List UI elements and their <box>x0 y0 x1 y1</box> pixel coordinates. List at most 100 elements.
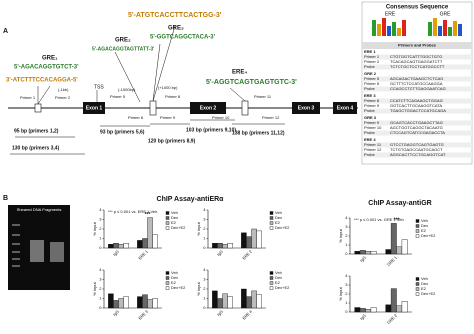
bar <box>390 223 397 255</box>
annotation: *** p ≤ 0.001 vs. ERE 1 Veh <box>108 209 157 214</box>
table-cell: Primer 9 <box>364 120 380 125</box>
bar <box>108 243 114 249</box>
legend-swatch <box>269 211 274 215</box>
bar <box>142 238 148 249</box>
element-label: GRE₂ <box>115 38 131 44</box>
exon-label: Exon 2 <box>200 105 217 111</box>
bar <box>354 251 361 255</box>
size-label: 138 bp (primers 11,12) <box>232 130 285 136</box>
y-tick-label: 2 <box>345 233 348 238</box>
legend-swatch <box>165 276 170 280</box>
bar <box>152 234 158 249</box>
table-group: ERE 1 <box>364 49 376 54</box>
table-group: ERE 3 <box>364 93 376 98</box>
bar <box>359 250 366 255</box>
table-cell: TCACAGCAGTGAGGATCTT <box>390 59 443 64</box>
legend-swatch <box>415 292 420 296</box>
size-label: 120 bp (primers 8,9) <box>148 138 196 144</box>
size-label: 93 bp (primers 5,6) <box>100 129 145 135</box>
annotation: *** p ≤ 0.001 vs. GRE 1 Veh <box>354 217 404 222</box>
bar <box>256 294 262 309</box>
legend-swatch <box>269 281 274 285</box>
sequence-logo <box>372 18 462 36</box>
exon-label: Exon 1 <box>86 105 103 111</box>
legend-label: Dex <box>171 215 178 220</box>
position-label: (-1kb) <box>58 87 69 92</box>
table-header: Primers and Probes <box>398 43 437 48</box>
y-tick-label: 2 <box>345 291 348 296</box>
bar <box>251 290 257 309</box>
bar <box>108 293 114 309</box>
y-axis-label: % Input <box>92 221 97 235</box>
table-cell: Primer 9 <box>364 103 380 108</box>
primer-label: Primer 8 <box>165 94 181 99</box>
exon-label: Exon 4 <box>337 105 354 111</box>
x-tick-label: IgG <box>112 249 120 257</box>
table-row-bg <box>362 108 472 114</box>
bar <box>222 293 228 309</box>
bar <box>147 217 153 249</box>
legend-label: Dex+E2 <box>421 233 436 238</box>
y-tick-label: 1 <box>99 296 102 301</box>
sequence: 5'-AGACAGGTGTCT-3' <box>14 65 79 71</box>
panel-label: B <box>3 195 8 202</box>
table-row-bg <box>362 152 472 158</box>
table-group: GRE 2 <box>364 71 377 76</box>
y-tick-label: 0 <box>99 245 102 250</box>
panel-title: ChIP Assay-antiERα <box>157 196 225 203</box>
element-box <box>241 100 249 116</box>
bar <box>370 307 377 313</box>
y-axis-label: % Input <box>196 281 201 295</box>
position-label: (-1000bp) <box>118 87 136 92</box>
bar <box>113 300 119 309</box>
table-cell: CCATCTTCAGAAGCTGGAG <box>390 98 443 103</box>
exon-box <box>333 102 357 114</box>
y-tick-label: 4 <box>99 207 102 212</box>
legend-label: Dex <box>171 275 178 280</box>
table-row-bg <box>362 98 472 104</box>
legend-swatch <box>269 221 274 225</box>
table-header-bg <box>362 42 472 49</box>
legend-label: Dex <box>421 281 428 286</box>
table-cell: TGAGCTGGACTCCATGCAGA <box>390 108 446 113</box>
x-tick-label: IgG <box>359 313 367 321</box>
sequence: 5'-AGACAGGTAGTTATT-3' <box>92 46 154 52</box>
table-row-bg <box>362 64 472 70</box>
exon-box <box>292 102 320 114</box>
x-tick-label: IgG <box>216 309 224 317</box>
y-tick-label: 3 <box>99 217 102 222</box>
table-group: GRE 3 <box>364 115 377 120</box>
legend-label: Dex+E2 <box>275 225 290 230</box>
exon-box <box>83 102 105 114</box>
legend-label: Dex+E2 <box>171 285 186 290</box>
gel-smear <box>50 242 64 262</box>
bar <box>365 309 372 313</box>
table-cell: GGTCACTTGCAAGGTCATA <box>390 103 442 108</box>
primer-label: Primer 5 <box>110 94 126 99</box>
legend-label: Dex <box>275 215 282 220</box>
legend-swatch <box>165 211 170 215</box>
size-label: 103 bp (primers 9,10) <box>186 127 236 133</box>
legend-swatch <box>165 226 170 230</box>
bar <box>152 298 158 309</box>
panel-label: A <box>3 28 8 35</box>
table-cell: Probe <box>364 130 375 135</box>
table-cell: TCTCTGCTCCTCATGGCCTT <box>390 64 445 69</box>
sequence: 5'-AGGTCAGTGAGTGTC-3' <box>206 79 297 86</box>
legend-swatch <box>269 226 274 230</box>
legend-label: Dex+E2 <box>171 225 186 230</box>
table-cell: Primer 12 <box>364 147 382 152</box>
panel-title: ChIP Assay-antiGR <box>368 200 431 207</box>
bar <box>217 298 223 309</box>
y-tick-label: 4 <box>99 267 102 272</box>
legend-label: E2 <box>275 280 281 285</box>
bar <box>365 251 372 255</box>
sequence: 3'-ATCTTTCCACAGGA-5' <box>6 78 78 84</box>
table-cell: AGCAGACTGAAGCTCTCAG <box>390 76 443 81</box>
legend-label: Veh <box>421 276 428 281</box>
table-cell: Primer 1 <box>364 54 380 59</box>
bar <box>354 307 361 313</box>
y-tick-label: 1 <box>345 242 348 247</box>
legend-label: Dex <box>421 223 428 228</box>
table-cell: CTCCAGTCATCCGAGACCTA <box>390 130 445 135</box>
